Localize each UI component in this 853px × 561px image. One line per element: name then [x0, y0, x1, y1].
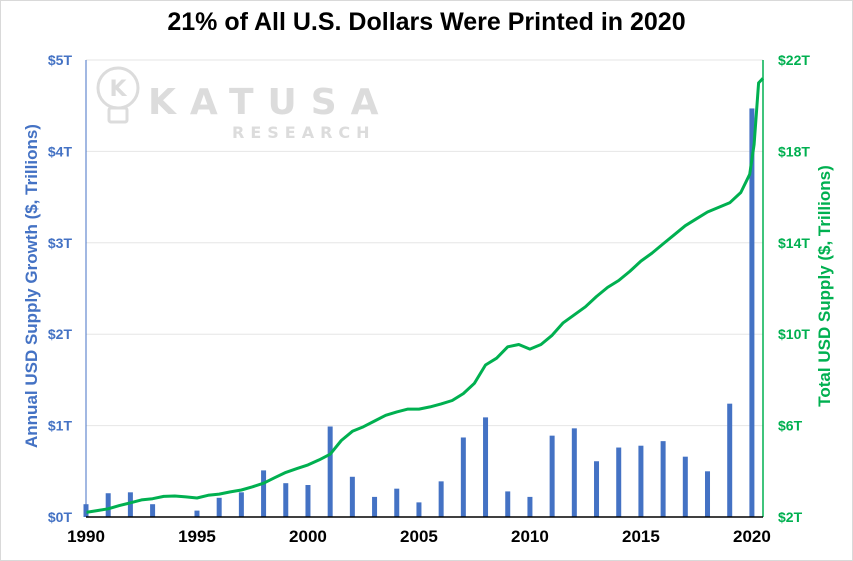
x-tick-label: 1990 — [67, 527, 105, 546]
bar — [394, 488, 400, 517]
y-tick-label-left: $4T — [48, 143, 73, 159]
x-tick-label: 2005 — [400, 527, 438, 546]
watermark-sub: RESEARCH — [232, 123, 376, 142]
y-tick-label-right: $14T — [778, 235, 810, 251]
bar — [349, 476, 355, 517]
tick-labels: 1990 1995 2000 2005 2010 2015 2020 $0T $1T $2T $3T… — [48, 52, 810, 546]
watermark-logo-letter: K — [109, 77, 127, 102]
y-tick-label-left: $2T — [48, 326, 73, 342]
bar-series — [83, 108, 755, 517]
watermark-brand: KATUSA — [148, 82, 393, 123]
watermark: K KATUSA RESEARCH — [96, 66, 393, 142]
y-tick-label-left: $3T — [48, 235, 73, 251]
bar — [105, 493, 111, 517]
y-tick-label-right: $22T — [778, 52, 810, 68]
y-tick-label-right: $6T — [778, 418, 803, 434]
x-tick-label: 2015 — [622, 527, 660, 546]
bar — [705, 471, 711, 517]
bar — [216, 497, 222, 517]
bar — [327, 426, 333, 517]
bar — [682, 456, 688, 517]
bar — [749, 108, 755, 517]
bar — [438, 481, 444, 517]
bar — [638, 445, 644, 517]
watermark-bulb-base — [107, 106, 129, 124]
x-tick-label: 2020 — [733, 527, 771, 546]
bar — [594, 461, 600, 517]
bar — [483, 417, 489, 517]
line-series — [85, 77, 765, 514]
bar — [549, 435, 555, 517]
bar — [194, 510, 200, 517]
bar — [571, 428, 577, 517]
bar — [305, 485, 311, 517]
y-axis-label-left: Annual USD Supply Growth ($, Trillions) — [22, 124, 41, 448]
y-axis-label-right: Total USD Supply ($, Trillions) — [815, 165, 834, 406]
bar — [505, 491, 511, 517]
bar — [616, 447, 622, 517]
x-tick-label: 2010 — [511, 527, 549, 546]
bar — [150, 504, 156, 517]
axes — [85, 60, 764, 518]
bar — [238, 492, 244, 517]
gridlines — [86, 59, 763, 427]
y-tick-label-left: $0T — [48, 509, 73, 525]
bar — [283, 483, 289, 517]
bar — [527, 496, 533, 517]
y-tick-label-left: $5T — [48, 52, 73, 68]
bar — [460, 437, 466, 517]
bar — [261, 470, 267, 517]
bar — [660, 441, 666, 517]
x-tick-label: 1995 — [178, 527, 216, 546]
total-supply-line — [85, 77, 765, 514]
chart-title: 21% of All U.S. Dollars Were Printed in … — [167, 8, 686, 36]
bar — [416, 502, 422, 517]
y-tick-label-right: $2T — [778, 509, 803, 525]
y-tick-label-right: $10T — [778, 326, 810, 342]
bar — [127, 492, 133, 517]
bar — [727, 403, 733, 517]
bar — [372, 496, 378, 517]
y-tick-label-right: $18T — [778, 143, 810, 159]
x-tick-label: 2000 — [289, 527, 327, 546]
y-tick-label-left: $1T — [48, 418, 73, 434]
